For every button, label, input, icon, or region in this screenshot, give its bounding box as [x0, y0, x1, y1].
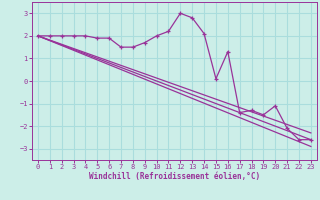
- X-axis label: Windchill (Refroidissement éolien,°C): Windchill (Refroidissement éolien,°C): [89, 172, 260, 181]
